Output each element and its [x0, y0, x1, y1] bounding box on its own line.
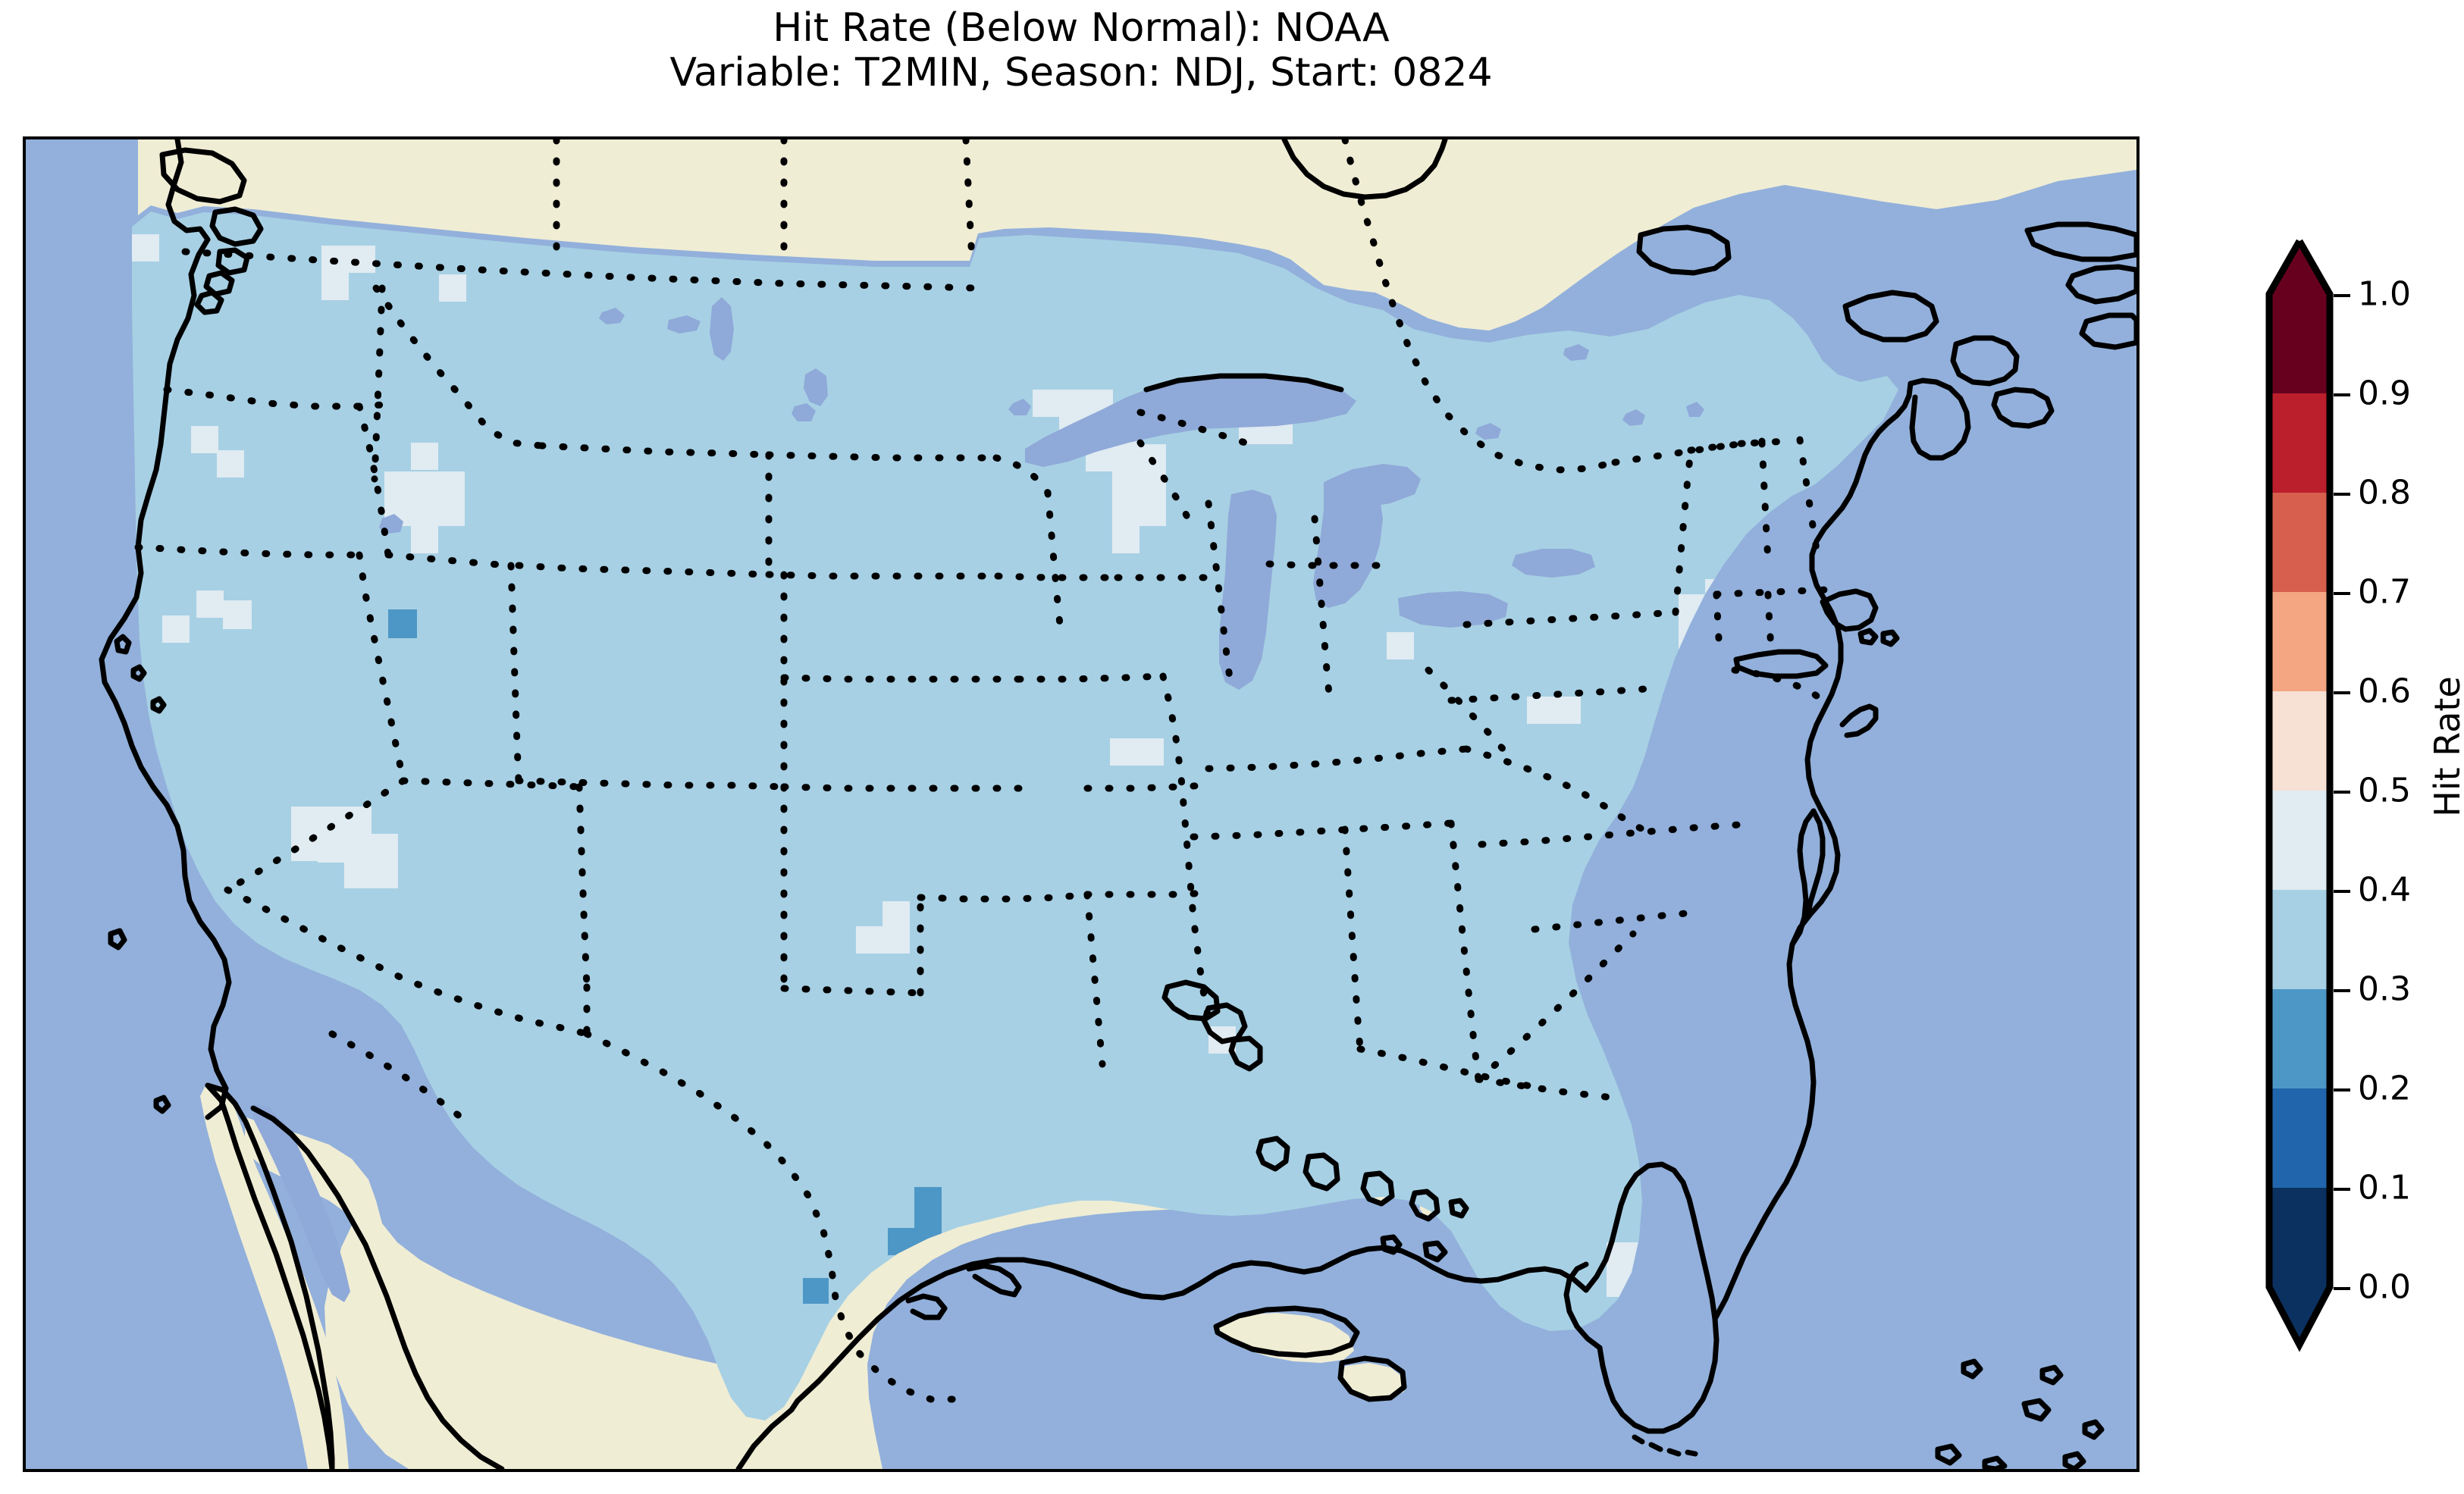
colorbar-tick-mark	[2334, 890, 2350, 893]
colorbar-tick-label: 1.0	[2358, 274, 2411, 314]
colorbar-outline	[2265, 239, 2334, 1352]
colorbar-extend-min	[2269, 1287, 2330, 1345]
map-axes	[23, 136, 2140, 1472]
great-lakes-layer	[253, 297, 1704, 1302]
map-plot	[26, 139, 2136, 1469]
colorbar	[2265, 239, 2334, 1370]
colorbar-band-0p5-0p6	[2269, 691, 2330, 791]
colorbar-tick-label: 0.5	[2358, 771, 2411, 810]
colorbar-tick-mark	[2334, 989, 2350, 992]
colorbar-tick-mark	[2334, 791, 2350, 794]
colorbar-tick-label: 0.6	[2358, 672, 2411, 711]
title-line-2: Variable: T2MIN, Season: NDJ, Start: 082…	[669, 50, 1493, 96]
colorbar-tick-label: 0.7	[2358, 572, 2411, 612]
colorbar-tick-mark	[2334, 1287, 2350, 1290]
colorbar-band-0p7-0p8	[2269, 493, 2330, 592]
title-line-1: Hit Rate (Below Normal): NOAA	[773, 5, 1390, 51]
colorbar-band-0p8-0p9	[2269, 393, 2330, 493]
colorbar-band-0p6-0p7	[2269, 592, 2330, 691]
colorbar-extend-max	[2269, 241, 2330, 294]
colorbar-tick-axis: 1.0 0.9 0.8 0.7 0.6 0.5 0.4 0.3 0.2 0.1 …	[2334, 241, 2455, 1370]
colorbar-tick-label: 0.9	[2358, 374, 2411, 413]
colorbar-tick-label: 0.1	[2358, 1168, 2411, 1207]
colorbar-tick-mark	[2334, 493, 2350, 496]
colorbar-band-0p1-0p2	[2269, 1088, 2330, 1188]
colorbar-axis-label: Hit Rate	[2427, 676, 2464, 817]
colorbar-tick-mark	[2334, 691, 2350, 694]
colorbar-tick-mark	[2334, 393, 2350, 396]
heatmap-cell-group-0p3-0p4	[26, 139, 2136, 1469]
colorbar-tick-mark	[2334, 592, 2350, 595]
coastline-layer	[99, 139, 2136, 1469]
state-borders-layer	[134, 139, 1834, 1403]
colorbar-band-0p9-1p0	[2269, 294, 2330, 393]
colorbar-tick-label: 0.4	[2358, 870, 2411, 910]
colorbar-tick-label: 0.0	[2358, 1267, 2411, 1307]
colorbar-graphic	[2265, 239, 2334, 1352]
page-title: Hit Rate (Below Normal): NOAA Variable: …	[0, 5, 2162, 96]
colorbar-tick-mark	[2334, 1188, 2350, 1191]
colorbar-axis-label-wrap: Hit Rate	[2387, 0, 2464, 1494]
colorbar-tick-label: 0.8	[2358, 473, 2411, 512]
colorbar-band-0p2-0p3	[2269, 989, 2330, 1088]
colorbar-band-0p3-0p4	[2269, 890, 2330, 989]
colorbar-band-0p4-0p5	[2269, 791, 2330, 890]
colorbar-tick-label: 0.2	[2358, 1069, 2411, 1108]
colorbar-band-0p0-0p1	[2269, 1188, 2330, 1287]
colorbar-tick-label: 0.3	[2358, 969, 2411, 1009]
colorbar-tick-mark	[2334, 1088, 2350, 1092]
colorbar-tick-mark	[2334, 294, 2350, 297]
heatmap-cell-group-0p2-0p3	[388, 609, 1022, 1369]
